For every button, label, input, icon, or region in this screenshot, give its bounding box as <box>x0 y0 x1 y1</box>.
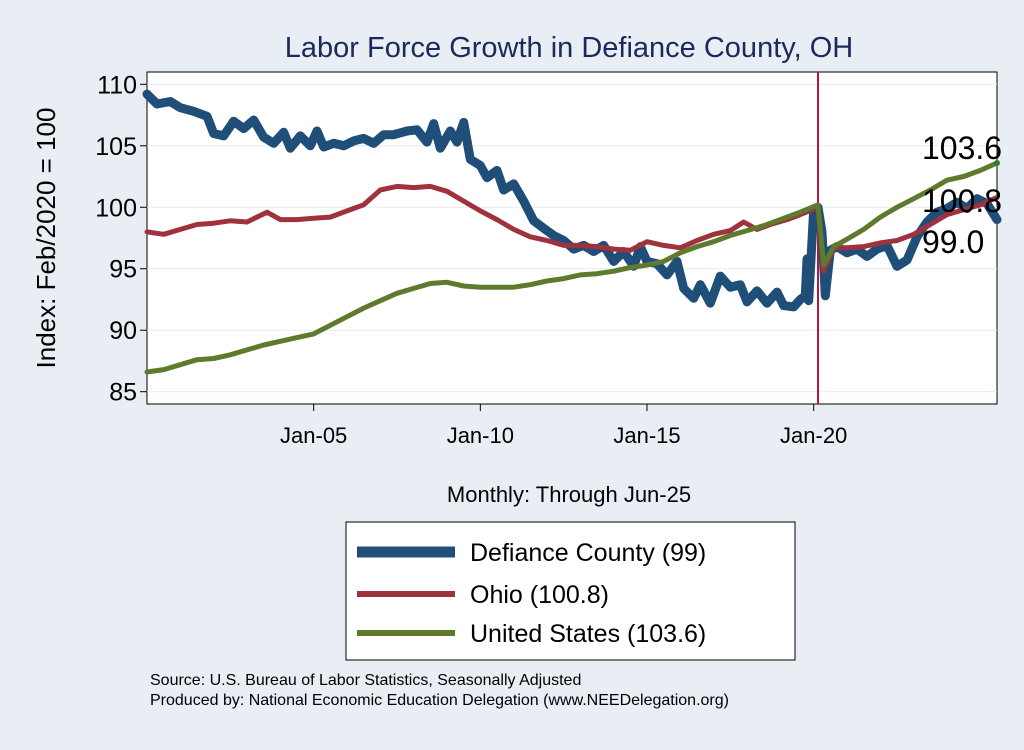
plot-area <box>146 71 998 405</box>
end-label-united-states: 103.6 <box>922 130 1002 166</box>
y-tick-label-90: 90 <box>109 317 137 345</box>
legend-label-united-states: United States (103.6) <box>470 620 706 648</box>
y-tick-label-105: 105 <box>95 133 137 161</box>
source-note: Source: U.S. Bureau of Labor Statistics,… <box>150 672 582 689</box>
produced-by-note: Produced by: National Economic Education… <box>150 692 729 709</box>
legend: Defiance County (99) Ohio (100.8) United S… <box>357 539 706 648</box>
end-label-ohio: 100.8 <box>922 183 1002 219</box>
series-end-dot-united-states <box>994 159 1000 166</box>
y-axis-label: Index: Feb/2020 = 100 <box>31 108 61 369</box>
x-tick-label-3: Jan-20 <box>780 423 847 448</box>
end-label-defiance-county: 99.0 <box>922 224 984 260</box>
series-group <box>142 89 1002 375</box>
x-tick-label-1: Jan-10 <box>447 423 514 448</box>
series-line-united-states <box>144 160 1000 375</box>
end-labels: 99.0 100.8 103.6 <box>922 130 1002 260</box>
y-tick-label-95: 95 <box>109 256 137 284</box>
x-tick-label-2: Jan-15 <box>613 423 680 448</box>
y-tick-label-85: 85 <box>109 379 137 407</box>
legend-label-defiance-county: Defiance County (99) <box>470 539 706 567</box>
x-axis: Jan-05 Jan-10 Jan-15 Jan-20 <box>280 404 847 448</box>
series-line-ohio <box>144 183 1000 274</box>
x-axis-label: Monthly: Through Jun-25 <box>447 482 691 507</box>
y-axis: 85 90 95 100 105 110 <box>95 71 147 407</box>
chart-title: Labor Force Growth in Defiance County, O… <box>285 32 853 64</box>
x-tick-label-0: Jan-05 <box>280 423 347 448</box>
legend-label-ohio: Ohio (100.8) <box>470 581 609 609</box>
y-tick-label-100: 100 <box>95 194 137 222</box>
y-tick-label-110: 110 <box>97 71 137 99</box>
